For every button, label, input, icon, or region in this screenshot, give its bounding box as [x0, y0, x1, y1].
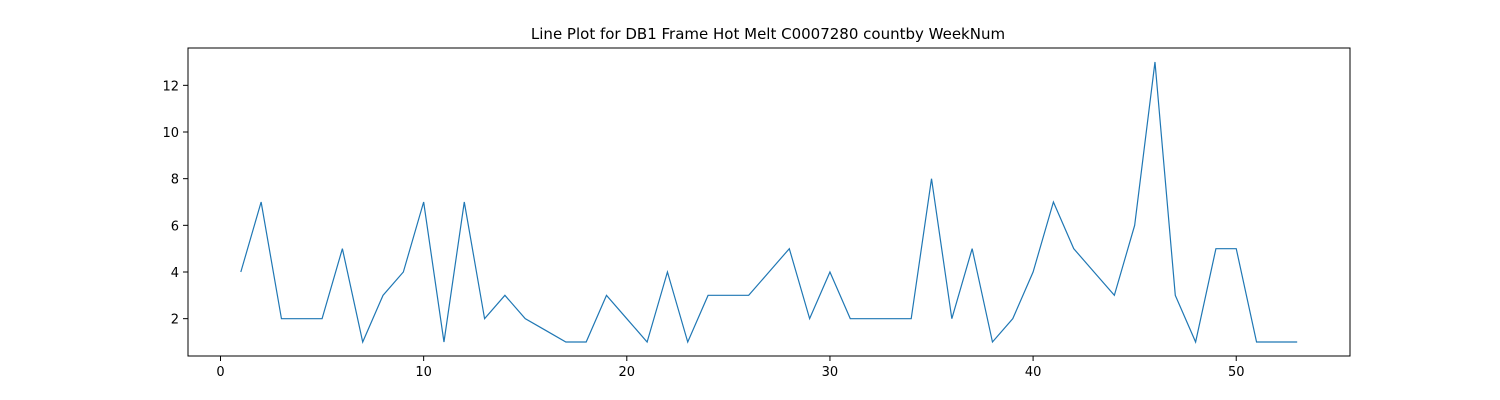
- x-tick-label: 30: [822, 365, 839, 380]
- axes-frame: [187, 47, 1351, 357]
- series-line: [240, 61, 1298, 344]
- y-tick-label: 6: [171, 219, 179, 234]
- y-tick-label: 2: [171, 313, 179, 328]
- x-tick-label: 0: [216, 365, 224, 380]
- y-tick-label: 12: [162, 79, 179, 94]
- y-tick-label: 8: [171, 173, 179, 188]
- plot-area: 0 10 20 30 40 50 2 4 6 8 10 12: [162, 47, 1351, 380]
- y-tick-label: 4: [171, 266, 179, 281]
- x-tick-label: 10: [415, 365, 432, 380]
- x-tick-label: 50: [1228, 365, 1245, 380]
- x-tick-label: 40: [1025, 365, 1042, 380]
- x-tick-label: 20: [619, 365, 636, 380]
- chart-title: Line Plot for DB1 Frame Hot Melt C000728…: [531, 25, 1005, 43]
- y-tick-label: 10: [162, 126, 179, 141]
